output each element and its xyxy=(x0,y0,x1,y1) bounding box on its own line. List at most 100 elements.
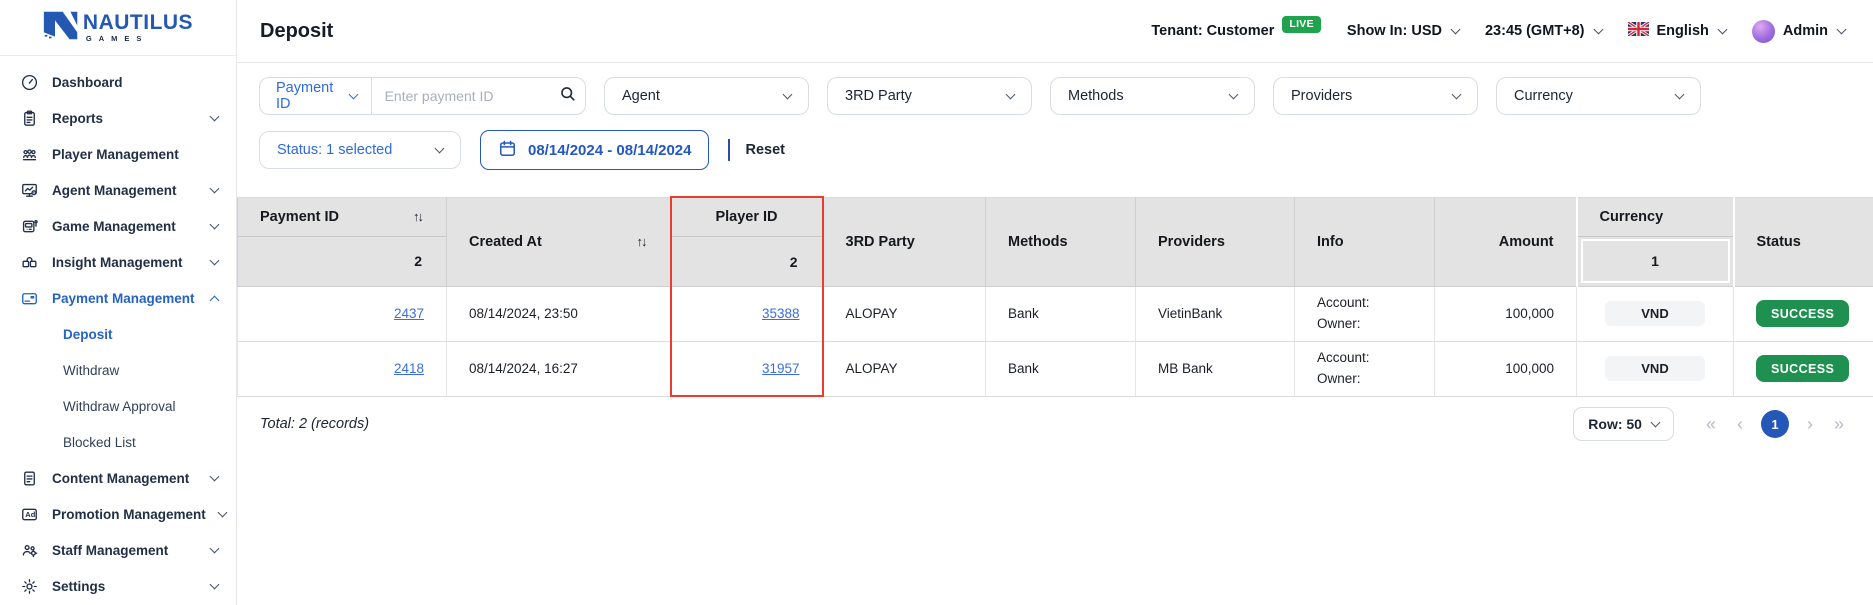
pagination-prev-button[interactable]: ‹ xyxy=(1736,413,1743,434)
providers-filter-dropdown[interactable]: Providers xyxy=(1273,77,1478,115)
chevron-down-icon xyxy=(1451,89,1462,100)
live-badge: LIVE xyxy=(1282,15,1321,33)
column-label: Amount xyxy=(1498,233,1554,250)
column-count: 2 xyxy=(414,253,422,269)
rows-per-page-selector[interactable]: Row: 50 xyxy=(1573,407,1674,442)
brand-text: NAUTILUS GAMES xyxy=(83,12,193,43)
filter-row-primary: Payment ID Agent 3RD Party Methods Provider… xyxy=(259,77,1873,115)
status-cell: SUCCESS xyxy=(1733,340,1873,397)
search-field-selector[interactable]: Payment ID xyxy=(260,78,371,114)
chevron-down-icon xyxy=(209,255,220,266)
column-label: Created At xyxy=(469,233,542,250)
payment_id-cell: 2418 xyxy=(237,340,447,397)
calendar-icon xyxy=(498,139,517,162)
chevron-down-icon xyxy=(782,89,793,100)
pagination-next-button[interactable]: › xyxy=(1806,413,1813,434)
sidebar-item-content-management[interactable]: Content Management xyxy=(0,460,236,496)
sort-icon[interactable]: ↑↓ xyxy=(413,209,424,224)
language-selector[interactable]: English xyxy=(1626,20,1728,40)
currency-cell: VND xyxy=(1576,340,1734,397)
dashboard-icon xyxy=(20,73,39,92)
player_id-link[interactable]: 35388 xyxy=(761,306,800,322)
sidebar-item-settings[interactable]: Settings xyxy=(0,568,236,604)
sidebar-item-insight-management[interactable]: Insight Management xyxy=(0,244,236,280)
created_at-cell: 08/14/2024, 16:27 xyxy=(446,340,671,397)
chevron-down-icon xyxy=(1005,89,1016,100)
status-column-header: Status xyxy=(1733,196,1873,287)
chevron-down-icon xyxy=(348,89,359,100)
sidebar-subitem-label: Withdraw xyxy=(63,362,120,378)
info-line: Owner: xyxy=(1317,315,1361,331)
column-count: 1 xyxy=(1651,253,1659,269)
sidebar-item-reports[interactable]: Reports xyxy=(0,100,236,136)
search-icon xyxy=(558,84,577,108)
search-button[interactable] xyxy=(550,78,585,114)
divider xyxy=(370,78,372,114)
info-line: Account: xyxy=(1317,295,1370,310)
agent-filter-dropdown[interactable]: Agent xyxy=(604,77,809,115)
chevron-down-icon xyxy=(209,183,220,194)
chevron-up-icon xyxy=(209,295,220,305)
payment_id-link[interactable]: 2437 xyxy=(393,306,424,322)
sidebar-item-label: Staff Management xyxy=(52,542,169,558)
sidebar-item-withdraw[interactable]: Withdraw xyxy=(0,352,236,388)
players-icon xyxy=(20,145,39,164)
status-filter-dropdown[interactable]: Status: 1 selected xyxy=(259,131,461,169)
sidebar-item-payment-management[interactable]: Payment Management xyxy=(0,280,236,316)
date-range-label: 08/14/2024 - 08/14/2024 xyxy=(528,141,692,159)
tenant-indicator: Tenant: Customer LIVE xyxy=(1151,15,1321,40)
search-input[interactable] xyxy=(371,88,550,104)
player_id-link[interactable]: 31957 xyxy=(761,361,800,377)
sidebar-item-withdraw-approval[interactable]: Withdraw Approval xyxy=(0,388,236,424)
sidebar-item-player-management[interactable]: Player Management xyxy=(0,136,236,172)
sidebar-item-blocked-list[interactable]: Blocked List xyxy=(0,424,236,460)
chevron-down-icon xyxy=(209,579,220,590)
column-label: Status xyxy=(1756,233,1801,250)
sidebar-item-staff-management[interactable]: Staff Management xyxy=(0,532,236,568)
uk-flag-icon xyxy=(1626,20,1650,40)
insight-icon xyxy=(20,253,39,272)
filter-row-secondary: Status: 1 selected 08/14/2024 - 08/14/20… xyxy=(259,130,1873,170)
methods-filter-dropdown[interactable]: Methods xyxy=(1050,77,1255,115)
sidebar-item-game-management[interactable]: Game Management xyxy=(0,208,236,244)
info-column-header: Info xyxy=(1294,196,1435,287)
table-row: 2418 08/14/2024, 16:27 31957 ALOPAY Bank MB B… xyxy=(237,340,1873,398)
player_id-column-header: Player ID 2 xyxy=(669,196,824,287)
sidebar-item-label: Settings xyxy=(52,578,106,594)
show-in-currency-selector[interactable]: Show In: USD xyxy=(1347,23,1461,39)
sidebar-item-deposit[interactable]: Deposit xyxy=(0,316,236,352)
promotion-icon: Ad xyxy=(20,505,39,524)
column-count: 2 xyxy=(789,253,798,270)
amount-column-header: Amount xyxy=(1434,196,1577,287)
search-field-label: Payment ID xyxy=(276,80,334,112)
date-range-picker[interactable]: 08/14/2024 - 08/14/2024 xyxy=(480,130,710,170)
table-row: 2437 08/14/2024, 23:50 35388 ALOPAY Bank Viet… xyxy=(237,286,1873,342)
sort-icon[interactable]: ↑↓ xyxy=(636,234,648,249)
column-label: Player ID xyxy=(715,209,778,225)
sidebar-item-promotion-management[interactable]: Ad Promotion Management xyxy=(0,496,236,532)
user-menu[interactable]: Admin xyxy=(1751,19,1847,43)
chevron-down-icon xyxy=(1450,24,1461,35)
methods-cell: Bank xyxy=(985,340,1136,397)
chevron-down-icon xyxy=(209,111,220,122)
reports-icon xyxy=(20,109,39,128)
pagination-first-button[interactable]: « xyxy=(1705,413,1716,434)
reset-button[interactable]: Reset xyxy=(745,142,785,158)
sidebar-item-agent-management[interactable]: Agent Management xyxy=(0,172,236,208)
sidebar-item-label: Reports xyxy=(52,110,104,126)
brand-logo[interactable]: NAUTILUS GAMES xyxy=(0,0,236,56)
game-icon xyxy=(20,217,39,236)
payment_id-link[interactable]: 2418 xyxy=(393,361,424,377)
info-cell: Account: Owner: xyxy=(1294,340,1435,397)
currency-pill: VND xyxy=(1605,356,1705,382)
chevron-down-icon xyxy=(434,143,445,154)
sidebar-item-dashboard[interactable]: Dashboard xyxy=(0,64,236,100)
staff-icon xyxy=(20,541,39,560)
currency-filter-dropdown[interactable]: Currency xyxy=(1496,77,1701,115)
timezone-selector[interactable]: 23:45 (GMT+8) xyxy=(1485,23,1603,39)
pagination-last-button[interactable]: » xyxy=(1833,413,1844,434)
sidebar-item-label: Dashboard xyxy=(52,74,123,90)
3rd-party-filter-dropdown[interactable]: 3RD Party xyxy=(827,77,1032,115)
pagination-page-1[interactable]: 1 xyxy=(1760,410,1789,439)
chevron-down-icon xyxy=(1674,89,1685,100)
